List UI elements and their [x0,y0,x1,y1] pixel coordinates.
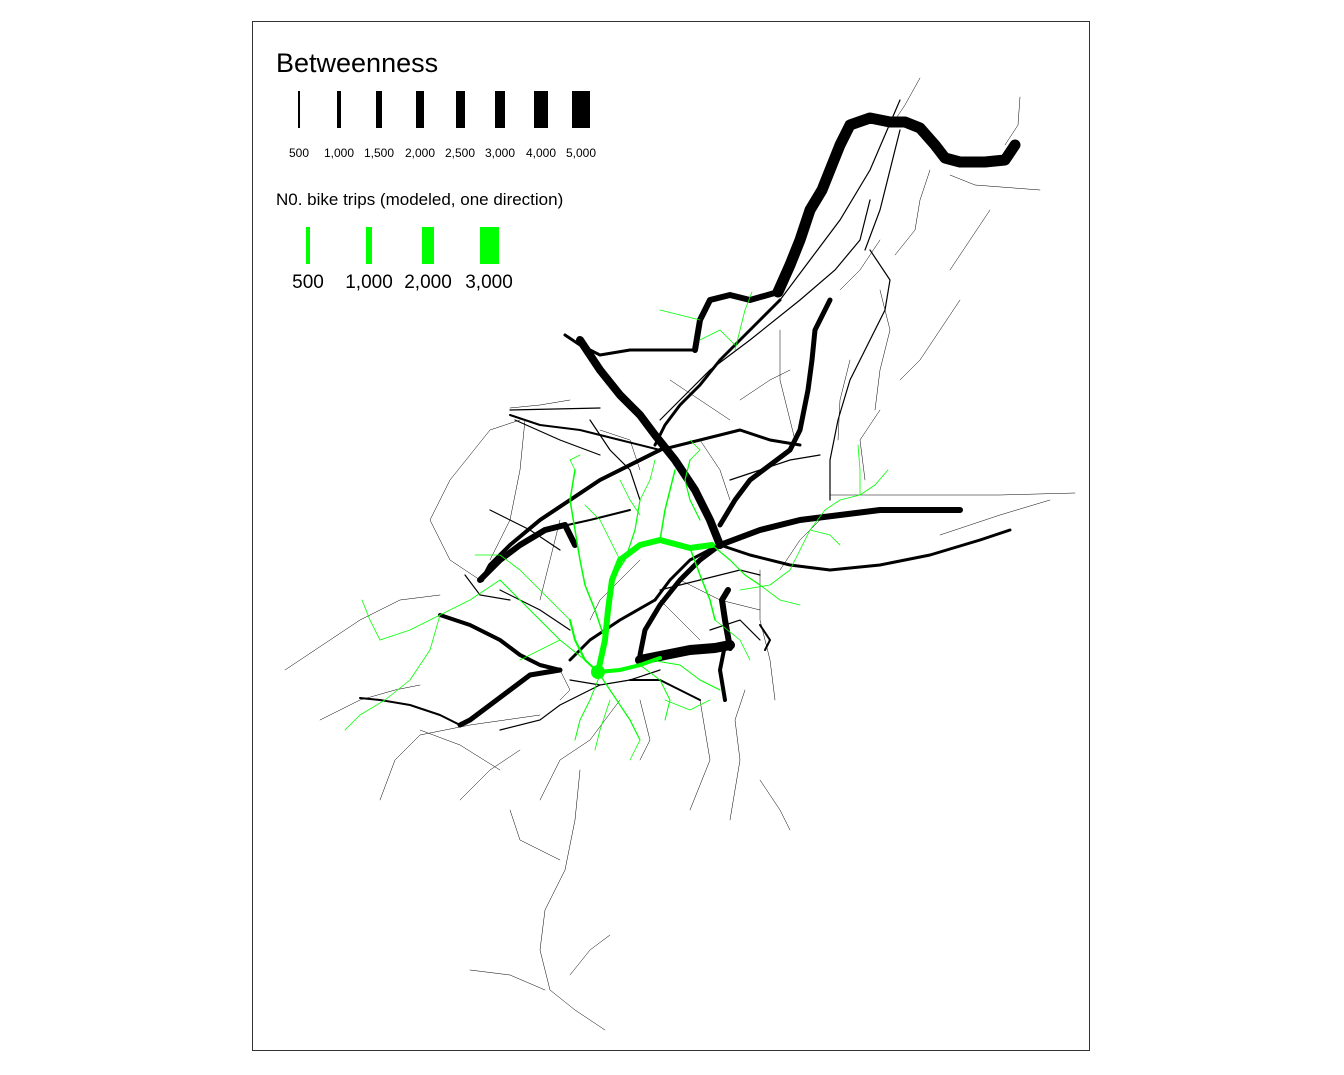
legend-bike-swatch [306,227,310,264]
legend-betweenness-swatch [494,91,506,128]
bike-hub-node [591,665,605,679]
legend-betweenness-label: 4,000 [525,146,557,160]
legend-bike-title: N0. bike trips (modeled, one direction) [276,190,564,209]
legend-betweenness-swatch [572,91,590,128]
legend-betweenness-swatch [298,91,300,128]
legend-bike-swatch [365,227,373,264]
legend-bike-label: 3,000 [465,272,513,293]
map-frame [252,21,1090,1051]
legend-betweenness-label: 3,000 [484,146,516,160]
legend-betweenness-label: 2,000 [404,146,436,160]
legend-bike-swatch [479,227,499,264]
legend-betweenness-title: Betweenness [276,48,439,78]
legend-betweenness-swatch [376,91,382,128]
legend-betweenness-label: 500 [288,146,310,160]
major-road-corridors [359,112,1021,728]
legend-betweenness-swatch [416,91,424,128]
legend-betweenness-label: 1,500 [363,146,395,160]
legend-betweenness-swatch [533,91,549,128]
legend-betweenness-label: 2,500 [444,146,476,160]
legend-bike-label: 500 [292,272,324,293]
legend-bike-label: 2,000 [404,272,452,293]
legend-bike-label: 1,000 [345,272,393,293]
bike-trip-network [344,291,889,761]
legend-bike-swatch [421,227,435,264]
legend-betweenness-label: 5,000 [565,146,597,160]
minor-road-network [284,77,1076,1031]
legend-betweenness-swatch [455,91,465,128]
legend-betweenness-label: 1,000 [323,146,355,160]
legend-betweenness-swatch [337,91,341,128]
